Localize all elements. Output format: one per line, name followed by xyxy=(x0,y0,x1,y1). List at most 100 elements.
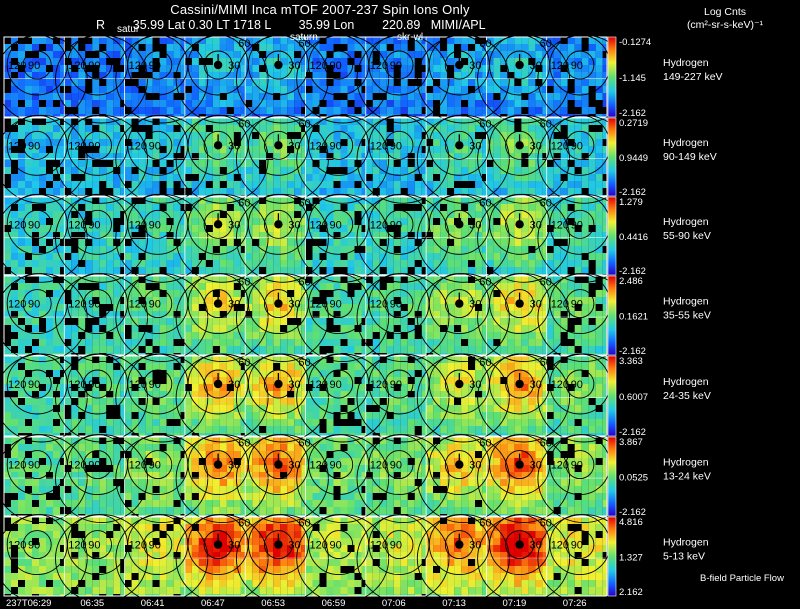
heatmap-cell xyxy=(106,246,114,253)
heatmap-cell xyxy=(166,232,174,239)
heatmap-cell xyxy=(53,153,60,160)
heatmap-cell xyxy=(120,363,126,370)
heatmap-cell xyxy=(521,181,529,188)
heatmap-cell xyxy=(602,197,608,204)
heatmap-cell xyxy=(233,211,241,218)
heatmap-cell xyxy=(145,419,153,426)
heatmap-cell xyxy=(333,253,341,260)
heatmap-cell xyxy=(347,290,355,297)
heatmap-cell xyxy=(386,107,394,114)
heatmap-cell xyxy=(468,332,476,339)
heatmap-cell xyxy=(528,218,536,225)
heatmap-cell xyxy=(120,37,126,44)
heatmap-cell xyxy=(280,58,288,65)
heatmap-cell xyxy=(198,370,206,377)
heatmap-cell xyxy=(245,211,253,218)
heatmap-cell xyxy=(574,332,582,339)
heatmap-cell xyxy=(212,426,220,433)
heatmap-cell xyxy=(78,181,86,188)
heatmap-cell xyxy=(468,318,476,325)
heatmap-cell xyxy=(574,267,582,274)
heatmap-cell xyxy=(106,426,114,433)
heatmap-cell xyxy=(326,412,334,419)
heatmap-cell xyxy=(421,153,427,160)
heatmap-cell xyxy=(347,93,355,100)
heatmap-cell xyxy=(205,181,213,188)
heatmap-cell xyxy=(273,125,281,132)
heatmap-cell xyxy=(542,181,548,188)
heatmap-cell xyxy=(152,283,160,290)
heatmap-cell xyxy=(233,174,241,181)
heatmap-cell xyxy=(414,318,422,325)
heatmap-cell xyxy=(280,346,288,353)
heatmap-cell xyxy=(407,290,415,297)
heatmap-cell xyxy=(581,225,589,232)
heatmap-cell xyxy=(280,225,288,232)
heatmap-cell xyxy=(60,426,65,433)
heatmap-cell xyxy=(226,253,234,260)
heatmap-cell xyxy=(138,51,146,58)
heatmap-cell xyxy=(347,107,355,114)
heatmap-cell xyxy=(305,44,313,51)
heatmap-cell xyxy=(567,246,575,253)
heatmap-cell xyxy=(280,218,288,225)
heatmap-cell xyxy=(602,346,608,353)
heatmap-cell xyxy=(546,325,554,332)
heatmap-cell xyxy=(78,304,86,311)
heatmap-cell xyxy=(259,86,267,93)
heatmap-cell xyxy=(173,204,181,211)
heatmap-cell xyxy=(219,412,227,419)
heatmap-cell xyxy=(245,93,253,100)
heatmap-cell xyxy=(574,239,582,246)
heatmap-cell xyxy=(240,398,246,405)
heatmap-cell xyxy=(414,267,422,274)
heatmap-cell xyxy=(138,211,146,218)
heatmap-cell xyxy=(287,356,295,363)
heatmap-cell xyxy=(301,218,306,225)
heatmap-cell xyxy=(4,346,11,353)
heatmap-cell xyxy=(372,132,380,139)
heatmap-cell xyxy=(400,297,408,304)
heatmap-cell xyxy=(145,93,153,100)
heatmap-cell xyxy=(595,58,603,65)
heatmap-cell xyxy=(131,426,139,433)
heatmap-cell xyxy=(198,304,206,311)
heatmap-cell xyxy=(514,174,522,181)
heatmap-cell xyxy=(400,58,408,65)
heatmap-cell xyxy=(500,311,508,318)
heatmap-cell xyxy=(486,44,494,51)
heatmap-cell xyxy=(482,297,487,304)
heatmap-cell xyxy=(252,132,260,139)
heatmap-cell xyxy=(145,79,153,86)
heatmap-cell xyxy=(64,290,72,297)
heatmap-cell xyxy=(312,72,320,79)
heatmap-cell xyxy=(393,160,401,167)
heatmap-cell xyxy=(145,304,153,311)
heatmap-cell xyxy=(407,325,415,332)
heatmap-cell xyxy=(78,253,86,260)
heatmap-cell xyxy=(92,260,100,267)
heatmap-cell xyxy=(567,65,575,72)
heatmap-cell xyxy=(106,146,114,153)
heatmap-cell xyxy=(421,118,427,125)
heatmap-cell xyxy=(78,132,86,139)
heatmap-cell xyxy=(145,246,153,253)
heatmap-cell xyxy=(173,188,181,195)
heatmap-cell xyxy=(273,276,281,283)
heatmap-cell xyxy=(173,58,181,65)
heatmap-cell xyxy=(447,160,455,167)
heatmap-cell xyxy=(32,267,39,274)
heatmap-cell xyxy=(468,118,476,125)
heatmap-cell xyxy=(326,433,334,436)
heatmap-cell xyxy=(426,325,434,332)
heatmap-cell xyxy=(252,114,260,117)
heatmap-cell xyxy=(159,311,167,318)
heatmap-cell xyxy=(152,346,160,353)
heatmap-cell xyxy=(560,318,568,325)
heatmap-cell xyxy=(240,232,246,239)
heatmap-cell xyxy=(226,311,234,318)
heatmap-cell xyxy=(166,225,174,232)
heatmap-cell xyxy=(319,58,327,65)
heatmap-cell xyxy=(326,225,334,232)
heatmap-cell xyxy=(259,311,267,318)
